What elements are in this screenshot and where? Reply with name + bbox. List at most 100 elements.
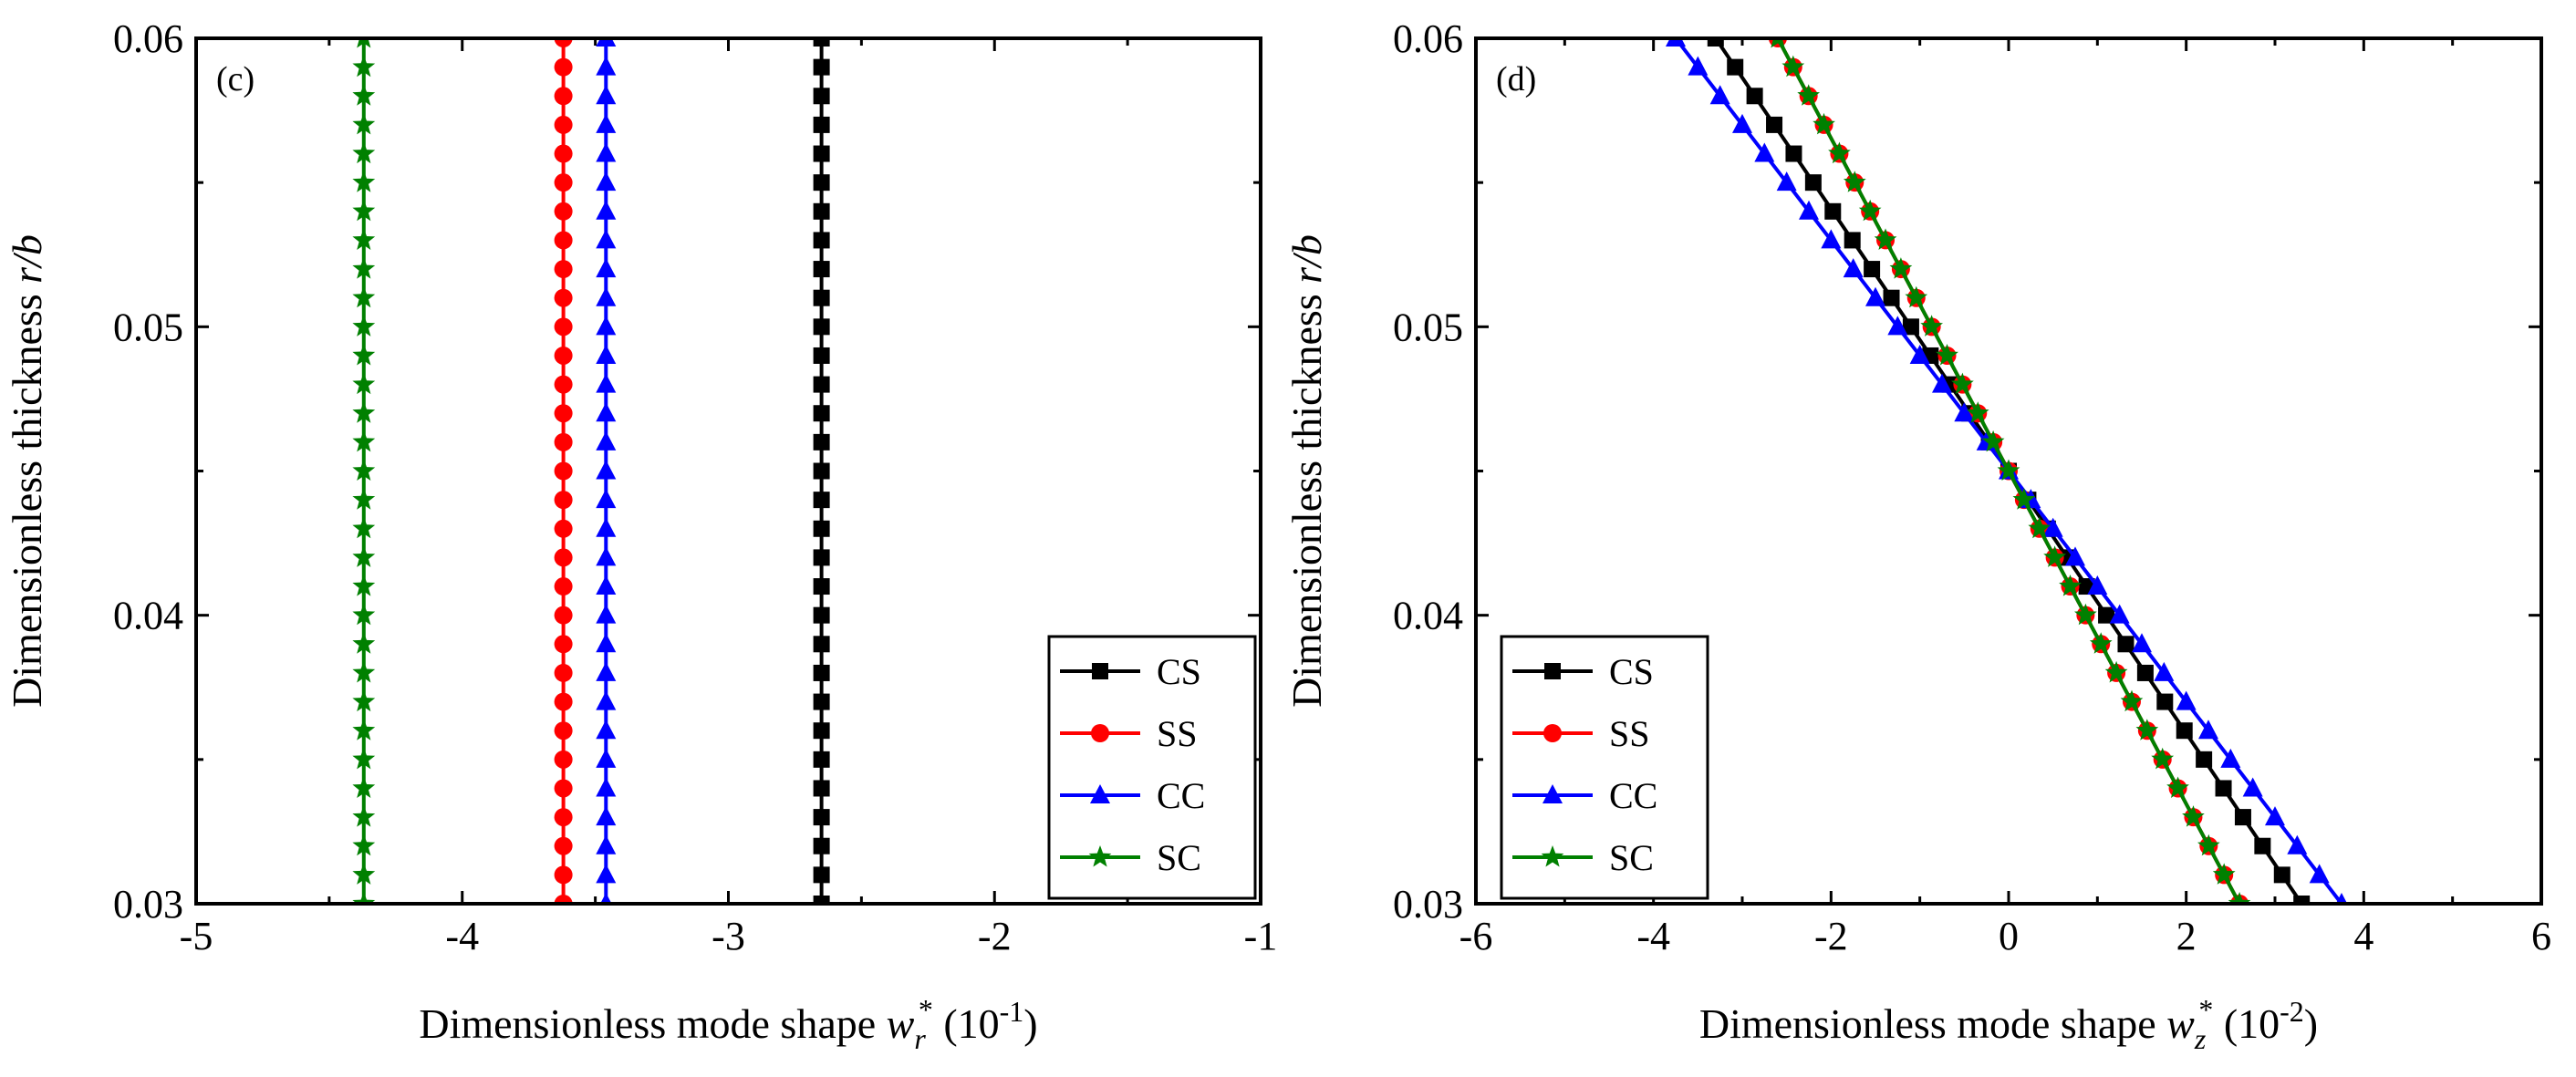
- data-point: [596, 748, 617, 768]
- data-point: [1954, 402, 1975, 422]
- legend-marker: [1542, 784, 1563, 803]
- data-point: [596, 864, 617, 884]
- data-point: [813, 261, 830, 278]
- data-point: [596, 171, 617, 192]
- data-point: [1804, 174, 1822, 192]
- data-point: [1824, 202, 1842, 220]
- data-point: [554, 173, 573, 192]
- data-point: [352, 719, 376, 740]
- data-point: [813, 809, 830, 826]
- data-point: [352, 171, 376, 192]
- data-point: [813, 174, 830, 192]
- data-point: [2309, 864, 2330, 884]
- data-point: [596, 286, 617, 306]
- data-point: [2089, 632, 2113, 654]
- data-point: [813, 462, 830, 480]
- data-point: [554, 432, 573, 451]
- data-point: [554, 779, 573, 798]
- y-axis-title-text: Dimensionless thickness: [4, 284, 50, 708]
- data-point: [1874, 228, 1897, 250]
- data-point: [352, 344, 376, 366]
- data-point: [352, 689, 376, 712]
- data-point: [1821, 229, 1842, 249]
- data-point: [1905, 285, 1928, 308]
- data-point: [1966, 401, 1989, 423]
- data-point: [1746, 88, 1763, 105]
- data-point: [596, 402, 617, 422]
- series-cs: [813, 38, 830, 904]
- data-point: [352, 315, 376, 337]
- data-point: [352, 632, 376, 654]
- legend-label: SC: [1609, 837, 1654, 878]
- data-point: [2154, 661, 2175, 681]
- y-axis-var: r/b: [1283, 234, 1330, 284]
- panel-label: (d): [1496, 60, 1536, 98]
- y-tick-label: 0.04: [113, 594, 183, 638]
- data-point: [1909, 344, 1930, 364]
- series-layer: [352, 38, 830, 904]
- data-point: [2215, 780, 2232, 797]
- data-point: [352, 488, 376, 510]
- data-point: [813, 664, 830, 681]
- data-point: [813, 116, 830, 133]
- data-point: [2043, 545, 2066, 567]
- data-point: [352, 747, 376, 770]
- data-point: [352, 834, 376, 856]
- data-point: [554, 202, 573, 221]
- data-point: [1709, 85, 1730, 105]
- data-point: [813, 693, 830, 710]
- data-point: [596, 517, 617, 537]
- legend-label: SS: [1609, 713, 1650, 754]
- legend-box: [1047, 635, 1257, 900]
- x-tick-label: 2: [2176, 914, 2197, 958]
- x-tick-label: -4: [1636, 914, 1670, 958]
- x-axis-title: Dimensionless mode shape wr* (10-1): [419, 993, 1037, 1055]
- data-point: [813, 837, 830, 854]
- data-point: [1887, 316, 1908, 336]
- x-axis-var: w: [887, 1000, 915, 1047]
- data-point: [2120, 689, 2144, 712]
- data-point: [813, 318, 830, 336]
- data-point: [596, 344, 617, 364]
- data-point: [813, 549, 830, 566]
- y-tick-label: 0.03: [113, 882, 183, 927]
- data-point: [1858, 199, 1882, 222]
- data-point: [813, 58, 830, 76]
- x-tick-label: -3: [712, 914, 745, 958]
- x-axis-title-text: Dimensionless mode shape: [419, 1000, 886, 1047]
- data-point: [2265, 806, 2285, 826]
- data-point: [596, 85, 617, 105]
- data-point: [596, 546, 617, 566]
- y-axis-title: Dimensionless thickness r/b: [4, 234, 50, 708]
- data-point: [554, 491, 573, 510]
- data-point: [1707, 38, 1724, 47]
- data-point: [596, 373, 617, 393]
- data-point: [352, 199, 376, 222]
- data-point: [813, 145, 830, 162]
- data-point: [352, 545, 376, 567]
- x-axis-subscript: r: [914, 1022, 926, 1055]
- data-point: [2166, 776, 2189, 798]
- data-point: [1785, 145, 1802, 162]
- legend-label: CC: [1157, 775, 1205, 816]
- data-point: [596, 604, 617, 624]
- data-point: [596, 316, 617, 336]
- x-axis-subscript: z: [2194, 1022, 2207, 1055]
- data-point: [596, 142, 617, 162]
- data-point: [2151, 747, 2175, 770]
- data-point: [596, 806, 617, 826]
- data-point: [2197, 834, 2220, 856]
- data-point: [1932, 373, 1952, 393]
- data-point: [352, 805, 376, 827]
- data-point: [596, 834, 617, 854]
- data-point: [352, 892, 376, 904]
- series-sc: [1771, 38, 2251, 904]
- x-axis-var: w: [2166, 1000, 2195, 1047]
- data-point: [554, 115, 573, 134]
- x-axis-exponent: -2: [2280, 995, 2304, 1028]
- legend-label: CS: [1157, 651, 1201, 692]
- x-axis-unit-close: ): [2304, 1000, 2318, 1047]
- y-tick-label: 0.05: [113, 305, 183, 349]
- data-point: [813, 232, 830, 249]
